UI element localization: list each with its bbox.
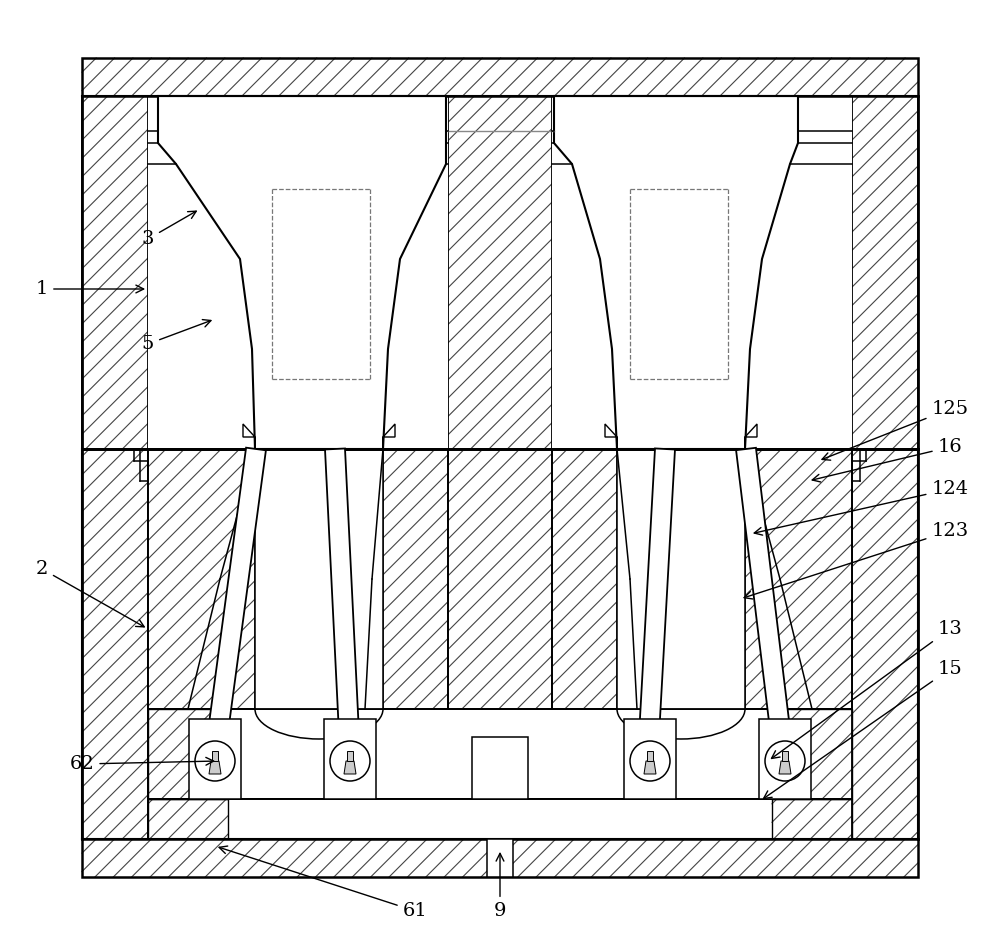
Text: 9: 9: [494, 854, 506, 920]
Polygon shape: [325, 449, 360, 755]
Bar: [82, 96, 918, 449]
Circle shape: [195, 741, 235, 781]
Text: 125: 125: [822, 400, 969, 460]
Bar: [82, 839, 918, 877]
Bar: [852, 96, 918, 449]
Text: 13: 13: [772, 620, 962, 759]
Polygon shape: [554, 96, 798, 449]
Polygon shape: [638, 449, 675, 755]
Polygon shape: [344, 761, 356, 774]
Bar: [189, 719, 241, 799]
Bar: [148, 709, 228, 799]
Polygon shape: [745, 424, 757, 449]
Text: 124: 124: [754, 480, 969, 535]
Bar: [347, 751, 353, 761]
Bar: [448, 449, 552, 709]
Bar: [552, 449, 617, 709]
Polygon shape: [605, 424, 617, 449]
Bar: [82, 449, 148, 839]
Bar: [212, 751, 218, 761]
Polygon shape: [158, 96, 446, 449]
Text: 16: 16: [812, 438, 962, 482]
Bar: [82, 839, 918, 877]
Bar: [148, 799, 228, 839]
Polygon shape: [209, 761, 221, 774]
Bar: [148, 709, 852, 799]
Bar: [617, 449, 745, 709]
Bar: [745, 449, 852, 709]
Bar: [148, 799, 228, 839]
Bar: [759, 719, 811, 799]
Bar: [448, 96, 552, 449]
Text: 62: 62: [70, 755, 214, 773]
Bar: [148, 799, 852, 839]
Bar: [82, 96, 148, 449]
Bar: [148, 449, 255, 709]
Text: 5: 5: [142, 319, 211, 353]
Polygon shape: [736, 448, 793, 755]
Circle shape: [330, 741, 370, 781]
Bar: [148, 449, 255, 709]
Text: 2: 2: [36, 560, 144, 627]
Bar: [383, 449, 448, 709]
Bar: [552, 96, 852, 449]
Circle shape: [765, 741, 805, 781]
Polygon shape: [243, 424, 255, 449]
Bar: [487, 839, 513, 877]
Bar: [148, 709, 228, 799]
Bar: [82, 58, 918, 96]
Bar: [324, 719, 376, 799]
Text: 3: 3: [142, 211, 196, 248]
Bar: [383, 449, 448, 709]
Text: 15: 15: [764, 660, 962, 798]
Bar: [852, 449, 918, 839]
Polygon shape: [383, 424, 395, 449]
Bar: [448, 449, 552, 709]
Bar: [772, 799, 852, 839]
Bar: [772, 709, 852, 799]
Bar: [852, 96, 918, 449]
Circle shape: [630, 741, 670, 781]
Bar: [782, 751, 788, 761]
Text: 61: 61: [219, 846, 427, 920]
Polygon shape: [205, 448, 266, 755]
Bar: [852, 449, 918, 839]
Polygon shape: [644, 761, 656, 774]
Bar: [255, 449, 383, 709]
Bar: [82, 58, 918, 96]
Bar: [624, 719, 676, 799]
Bar: [82, 96, 148, 449]
Bar: [647, 751, 653, 761]
Bar: [148, 96, 448, 449]
Bar: [448, 96, 552, 449]
Bar: [552, 449, 617, 709]
Bar: [772, 799, 852, 839]
Bar: [745, 449, 852, 709]
Bar: [472, 737, 528, 799]
Bar: [772, 709, 852, 799]
Text: 123: 123: [744, 522, 969, 599]
Polygon shape: [779, 761, 791, 774]
Text: 1: 1: [36, 280, 144, 298]
Bar: [82, 449, 148, 839]
Bar: [82, 449, 918, 839]
